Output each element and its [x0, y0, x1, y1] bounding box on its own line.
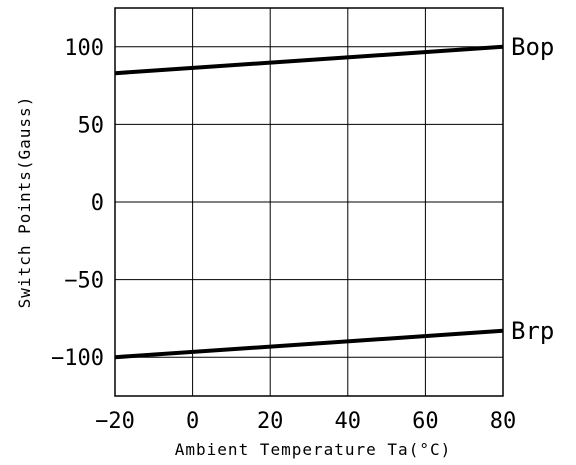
series-lines — [114, 44, 504, 360]
series-labels: Bop Brp — [511, 33, 554, 345]
x-tick-label: −20 — [95, 409, 135, 434]
series-line-brp — [114, 328, 504, 360]
series-label-brp: Brp — [511, 317, 554, 345]
x-tick-label: 60 — [412, 409, 439, 434]
x-tick-labels: −20 0 20 40 60 80 — [95, 409, 516, 434]
x-tick-label: 40 — [335, 409, 362, 434]
x-axis-title: Ambient Temperature Ta(°C) — [175, 440, 451, 459]
y-tick-label: 100 — [64, 36, 104, 61]
grid — [114, 8, 504, 396]
series-line-bop — [114, 44, 504, 76]
x-tick-label: 80 — [490, 409, 517, 434]
y-tick-label: 50 — [78, 113, 105, 138]
plot-frame — [114, 7, 504, 397]
x-tick-label: 20 — [257, 409, 284, 434]
y-tick-labels: −100 −50 0 50 100 — [51, 36, 104, 371]
x-tick-label: 0 — [186, 409, 199, 434]
y-tick-label: −100 — [51, 346, 104, 371]
y-axis-title: Switch Points(Gauss) — [15, 96, 34, 309]
y-tick-label: 0 — [91, 191, 104, 216]
y-tick-label: −50 — [64, 269, 104, 294]
series-label-bop: Bop — [511, 33, 554, 61]
